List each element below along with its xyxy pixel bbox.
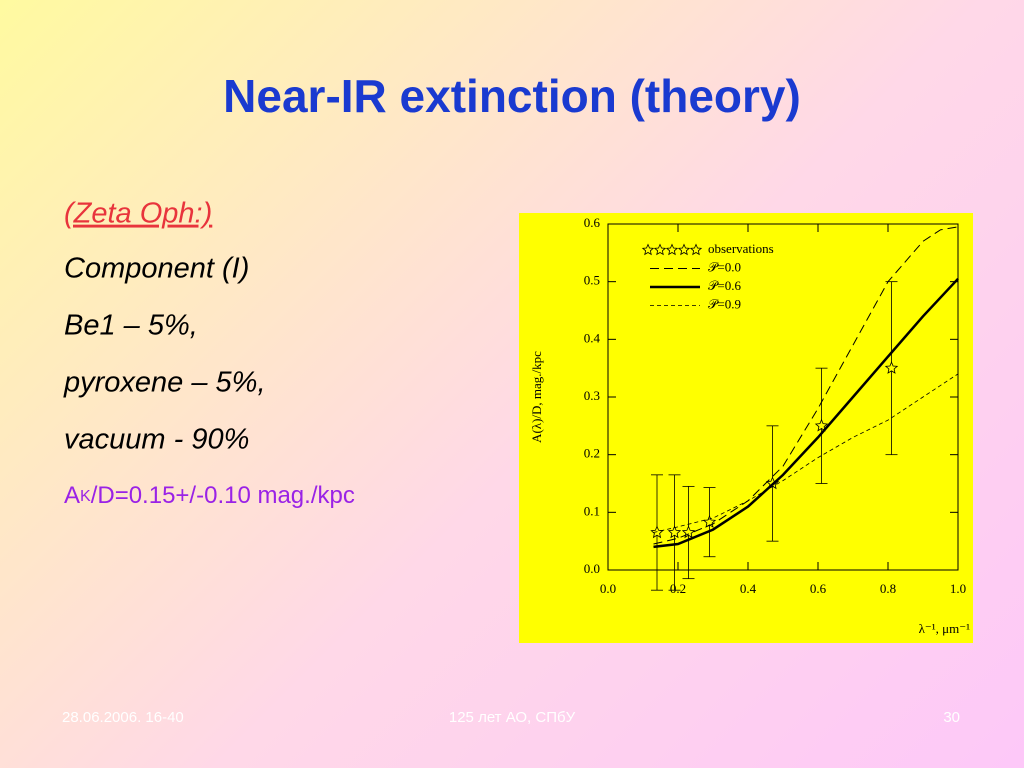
text-block: (Zeta Oph:) Component (I) Be1 – 5%, pyroxen…	[63, 198, 266, 456]
section-label: (Zeta Oph:)	[64, 198, 212, 230]
footer-date: 28.06.2006. 16-40	[62, 709, 184, 726]
observation-point	[814, 418, 829, 432]
legend-label: 𝒫=0.0	[708, 259, 741, 274]
x-axis-label: λ⁻¹, μm⁻¹	[919, 621, 971, 636]
y-tick-label: 0.0	[584, 561, 600, 576]
x-tick-label: 1.0	[950, 581, 966, 596]
legend-symbol	[641, 243, 655, 256]
y-tick-label: 0.5	[584, 273, 600, 288]
text: K	[80, 488, 91, 505]
y-tick-label: 0.3	[584, 388, 600, 403]
chart-background	[519, 213, 973, 643]
x-tick-label: 0.4	[740, 581, 757, 596]
x-tick-label: 0.0	[600, 581, 616, 596]
text-line: pyroxene – 5%,	[63, 367, 266, 399]
footer-page: 30	[943, 709, 960, 726]
legend-symbol	[689, 243, 703, 256]
model-curve	[653, 373, 959, 533]
model-curve	[653, 226, 959, 545]
y-tick-label: 0.1	[584, 503, 600, 518]
y-tick-label: 0.4	[584, 330, 601, 345]
text: A	[64, 482, 80, 509]
y-tick-label: 0.6	[584, 215, 601, 230]
legend-label: 𝒫=0.9	[708, 296, 741, 311]
text-line: Component (I)	[64, 253, 249, 285]
text: /D=0.15+/-0.10 mag./kpc	[91, 482, 355, 509]
y-tick-label: 0.2	[584, 446, 600, 461]
extinction-line: AK/D=0.15+/-0.10 mag./kpc	[64, 482, 355, 509]
legend-label: observations	[708, 241, 774, 256]
legend-symbol	[653, 243, 667, 256]
text-line: vacuum - 90%	[64, 424, 249, 456]
legend-label: 𝒫=0.6	[708, 278, 741, 293]
model-curve	[653, 277, 959, 549]
footer-center: 125 лет АО, СПбУ	[449, 709, 576, 726]
legend-symbol	[677, 243, 691, 256]
observation-point	[667, 525, 682, 539]
slide-title: Near-IR extinction (theory)	[223, 70, 801, 122]
x-tick-label: 0.2	[670, 581, 686, 596]
chart: 0.0 0.2 0.4 0.6 0.8 1.0 0.0 0.1 0.2 0.3 0.4 0.5 0.6 λ…	[519, 213, 973, 643]
x-tick-label: 0.6	[810, 581, 827, 596]
y-axis-label: A(λ)/D, mag./kpc	[529, 351, 544, 443]
legend-symbol	[665, 243, 679, 256]
text-line: Be1 – 5%,	[64, 310, 198, 342]
observation-point	[884, 361, 899, 374]
x-tick-label: 0.8	[880, 581, 896, 596]
